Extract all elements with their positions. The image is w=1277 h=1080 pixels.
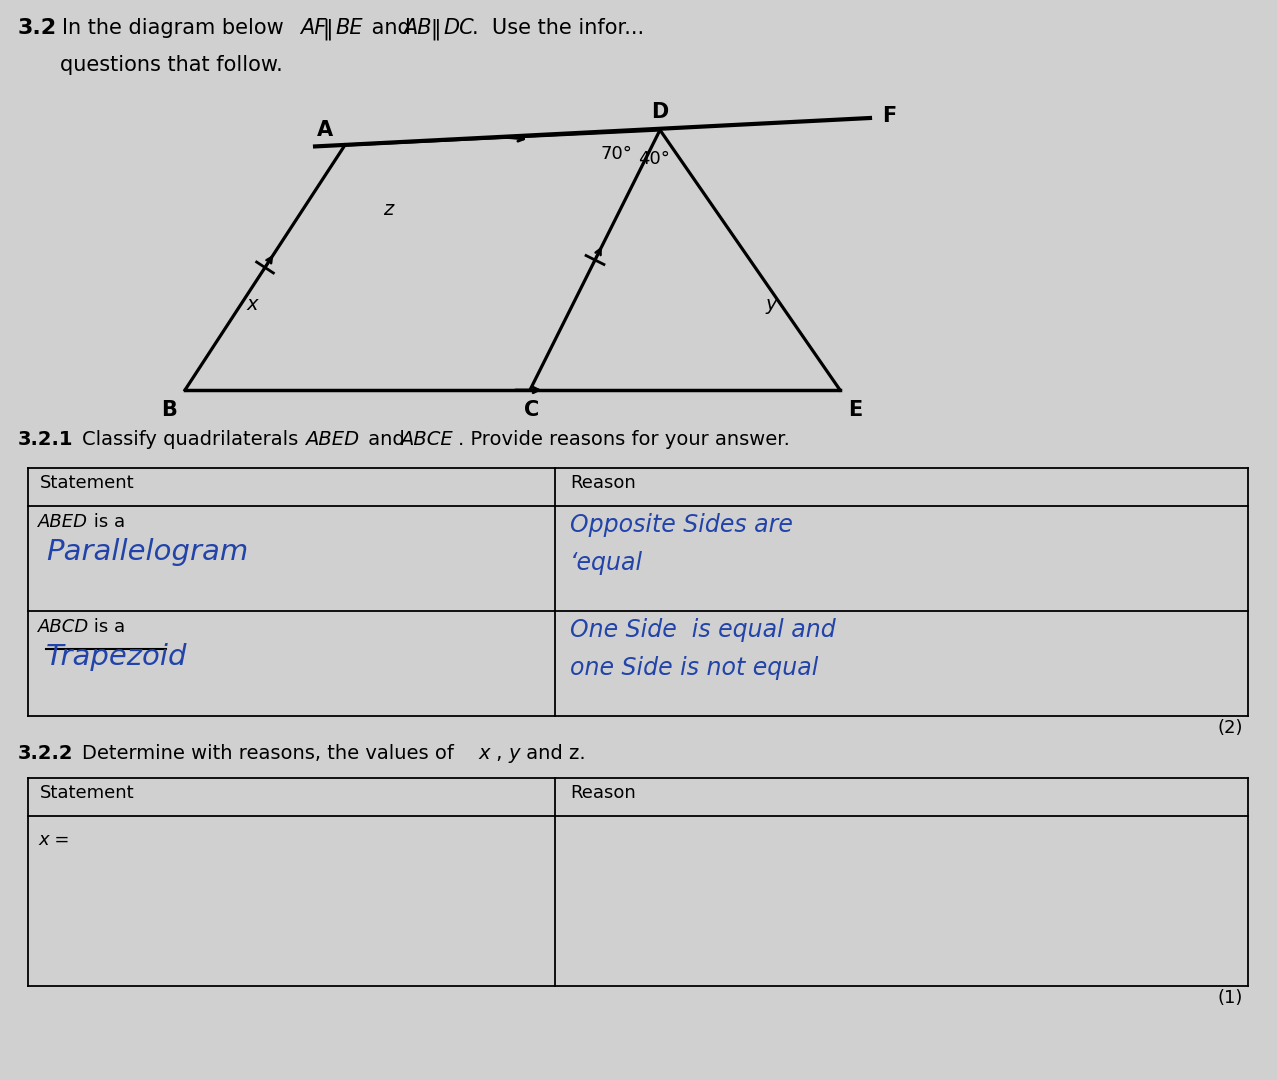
Text: 40°: 40°	[638, 150, 670, 168]
Text: AB: AB	[404, 18, 432, 38]
Text: z: z	[383, 200, 393, 219]
Text: ABCD: ABCD	[38, 618, 89, 636]
Text: (2): (2)	[1217, 719, 1243, 737]
Text: DC: DC	[443, 18, 474, 38]
Text: questions that follow.: questions that follow.	[60, 55, 282, 75]
Text: .  Use the infor...: . Use the infor...	[472, 18, 644, 38]
Text: y: y	[765, 295, 776, 314]
Text: y: y	[508, 744, 520, 762]
Text: and z.: and z.	[520, 744, 586, 762]
Text: ,: ,	[490, 744, 502, 762]
Text: x: x	[246, 295, 258, 314]
Text: 70°: 70°	[600, 145, 632, 163]
Text: Classify quadrilaterals: Classify quadrilaterals	[82, 430, 304, 449]
Text: x: x	[478, 744, 489, 762]
Text: one Side is not equal: one Side is not equal	[570, 656, 819, 680]
Text: is a: is a	[88, 513, 125, 531]
Text: A: A	[317, 120, 333, 140]
Text: Reason: Reason	[570, 784, 636, 802]
Text: D: D	[651, 102, 669, 122]
Text: One Side  is equal and: One Side is equal and	[570, 618, 835, 642]
Text: F: F	[882, 106, 896, 126]
Text: Statement: Statement	[40, 474, 134, 492]
Text: 3.2: 3.2	[18, 18, 57, 38]
Text: ABED: ABED	[38, 513, 88, 531]
Text: 3.2.1: 3.2.1	[18, 430, 74, 449]
Text: ABCE: ABCE	[400, 430, 453, 449]
Text: ‘equal: ‘equal	[570, 551, 644, 575]
Text: . Provide reasons for your answer.: . Provide reasons for your answer.	[458, 430, 790, 449]
Text: Reason: Reason	[570, 474, 636, 492]
Text: and: and	[361, 430, 411, 449]
Text: ‖: ‖	[322, 18, 332, 40]
Text: Statement: Statement	[40, 784, 134, 802]
Text: Determine with reasons, the values of: Determine with reasons, the values of	[82, 744, 460, 762]
Text: Parallelogram: Parallelogram	[46, 538, 248, 566]
Text: ‖: ‖	[430, 18, 441, 40]
Text: AF: AF	[300, 18, 326, 38]
Text: and: and	[365, 18, 418, 38]
Text: x =: x =	[38, 831, 69, 849]
Text: C: C	[525, 400, 540, 420]
Text: E: E	[848, 400, 862, 420]
Text: 3.2.2: 3.2.2	[18, 744, 74, 762]
Text: B: B	[161, 400, 178, 420]
Text: is a: is a	[88, 618, 125, 636]
Text: ABED: ABED	[305, 430, 359, 449]
Text: Opposite Sides are: Opposite Sides are	[570, 513, 793, 537]
Text: In the diagram below: In the diagram below	[63, 18, 290, 38]
Text: (1): (1)	[1218, 989, 1243, 1007]
Text: Trapezoid: Trapezoid	[46, 643, 188, 671]
Text: BE: BE	[335, 18, 363, 38]
